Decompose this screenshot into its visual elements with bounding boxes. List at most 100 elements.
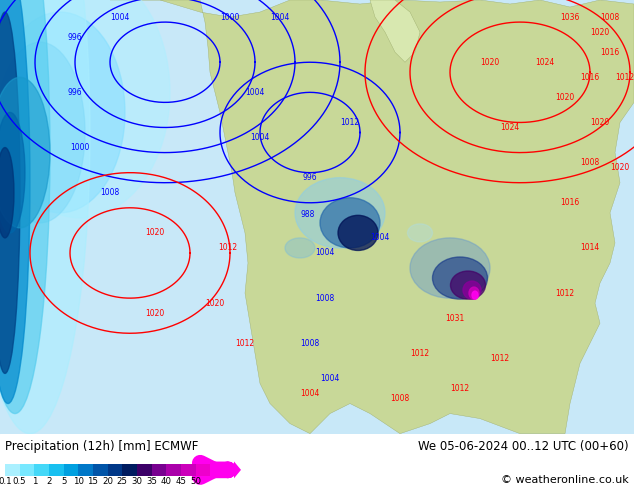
- Text: 1012: 1012: [340, 118, 359, 127]
- Text: 1000: 1000: [220, 13, 240, 22]
- Text: 988: 988: [301, 210, 315, 220]
- Text: 1031: 1031: [445, 314, 465, 323]
- Text: 1024: 1024: [535, 58, 555, 67]
- Text: 20: 20: [102, 477, 113, 486]
- Ellipse shape: [0, 12, 125, 213]
- Text: 996: 996: [68, 88, 82, 97]
- Text: 1004: 1004: [270, 13, 290, 22]
- Text: 1004: 1004: [110, 13, 130, 22]
- Text: 1016: 1016: [600, 48, 619, 57]
- Text: 1008: 1008: [100, 188, 120, 197]
- Text: 1004: 1004: [250, 133, 269, 142]
- Text: 1008: 1008: [301, 339, 320, 348]
- Text: 1012: 1012: [616, 73, 634, 82]
- Text: 1014: 1014: [580, 244, 600, 252]
- Text: 15: 15: [87, 477, 98, 486]
- Text: © weatheronline.co.uk: © weatheronline.co.uk: [501, 475, 629, 485]
- Text: 996: 996: [302, 173, 317, 182]
- Ellipse shape: [0, 112, 25, 233]
- Bar: [63, 464, 79, 476]
- Text: 1008: 1008: [315, 294, 335, 303]
- Text: 1012: 1012: [450, 384, 470, 393]
- Ellipse shape: [285, 238, 315, 258]
- Ellipse shape: [0, 42, 85, 223]
- Text: 1008: 1008: [391, 394, 410, 403]
- Text: 996: 996: [68, 33, 82, 42]
- Bar: [122, 464, 137, 476]
- Bar: [34, 464, 49, 476]
- Text: 1020: 1020: [145, 228, 165, 237]
- Text: 1004: 1004: [370, 233, 390, 243]
- Text: 1020: 1020: [555, 93, 574, 102]
- Ellipse shape: [410, 238, 490, 298]
- Bar: [196, 464, 210, 476]
- Text: 1020: 1020: [145, 309, 165, 318]
- Ellipse shape: [472, 291, 478, 299]
- Text: 1036: 1036: [560, 13, 579, 22]
- Text: 0.1: 0.1: [0, 477, 12, 486]
- Text: 1004: 1004: [245, 88, 264, 97]
- Text: 1004: 1004: [315, 248, 335, 257]
- Text: 1020: 1020: [481, 58, 500, 67]
- Ellipse shape: [432, 257, 488, 299]
- Ellipse shape: [0, 12, 20, 373]
- Text: 10: 10: [73, 477, 84, 486]
- Ellipse shape: [0, 77, 50, 228]
- Ellipse shape: [0, 0, 170, 218]
- Text: 45: 45: [176, 477, 186, 486]
- Text: 1012: 1012: [491, 354, 510, 363]
- Ellipse shape: [0, 0, 90, 434]
- Ellipse shape: [408, 224, 432, 242]
- Polygon shape: [110, 0, 634, 434]
- FancyArrow shape: [225, 462, 241, 478]
- Bar: [210, 464, 225, 476]
- Bar: [166, 464, 181, 476]
- Text: 30: 30: [131, 477, 143, 486]
- Text: 25: 25: [117, 477, 128, 486]
- Text: 1020: 1020: [590, 118, 610, 127]
- Bar: [5, 464, 20, 476]
- Text: 1020: 1020: [205, 298, 224, 308]
- Polygon shape: [370, 0, 420, 62]
- Ellipse shape: [451, 271, 486, 299]
- Ellipse shape: [0, 0, 50, 414]
- Text: 1012: 1012: [219, 244, 238, 252]
- Text: 1012: 1012: [555, 289, 574, 297]
- Text: 1000: 1000: [70, 143, 89, 152]
- Ellipse shape: [463, 281, 481, 299]
- Text: 1008: 1008: [580, 158, 600, 167]
- Text: 50: 50: [190, 477, 201, 486]
- Text: 1012: 1012: [235, 339, 255, 348]
- Bar: [20, 464, 34, 476]
- Bar: [79, 464, 93, 476]
- Bar: [93, 464, 108, 476]
- Ellipse shape: [0, 0, 30, 404]
- Text: We 05-06-2024 00..12 UTC (00+60): We 05-06-2024 00..12 UTC (00+60): [418, 440, 629, 453]
- Text: 1020: 1020: [611, 163, 630, 172]
- Text: 0.5: 0.5: [13, 477, 27, 486]
- Ellipse shape: [338, 215, 378, 250]
- Text: 5: 5: [61, 477, 67, 486]
- Text: Precipitation (12h) [mm] ECMWF: Precipitation (12h) [mm] ECMWF: [5, 440, 198, 453]
- Text: 1016: 1016: [560, 198, 579, 207]
- Bar: [137, 464, 152, 476]
- Text: 1: 1: [32, 477, 37, 486]
- Text: 1012: 1012: [410, 349, 430, 358]
- Bar: [181, 464, 196, 476]
- Text: 1004: 1004: [320, 374, 340, 383]
- Bar: [49, 464, 63, 476]
- Ellipse shape: [320, 198, 380, 248]
- Text: 1024: 1024: [500, 123, 520, 132]
- Bar: [108, 464, 122, 476]
- Text: 2: 2: [46, 477, 52, 486]
- Ellipse shape: [0, 147, 14, 238]
- Text: 1020: 1020: [590, 27, 610, 37]
- Ellipse shape: [295, 178, 385, 248]
- Text: 1004: 1004: [301, 389, 320, 398]
- Bar: [152, 464, 166, 476]
- Text: 35: 35: [146, 477, 157, 486]
- Text: 1016: 1016: [580, 73, 600, 82]
- Text: 1008: 1008: [600, 13, 619, 22]
- Text: 40: 40: [161, 477, 172, 486]
- Ellipse shape: [469, 287, 479, 299]
